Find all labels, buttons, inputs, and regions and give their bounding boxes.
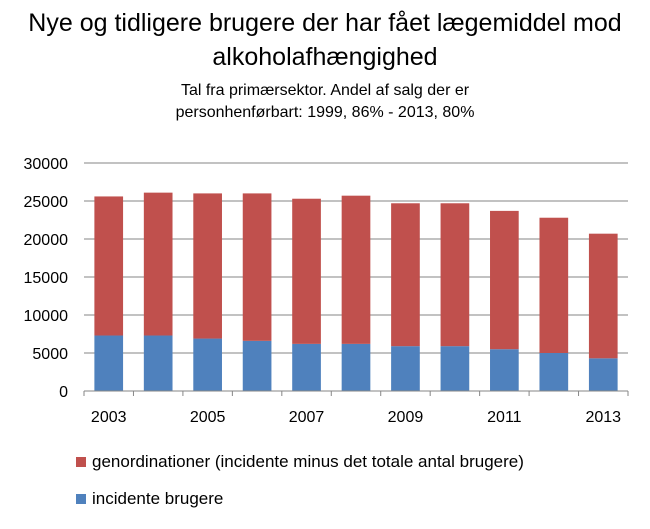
chart-subtitle: Tal fra primærsektor. Andel af salg der … <box>0 80 650 124</box>
bar-incidente-2003 <box>94 335 124 391</box>
chart-subtitle-line-2: personhenførbart: 1999, 86% - 2013, 80% <box>175 104 475 121</box>
bar-genordinationer-2005 <box>193 193 222 339</box>
bar-genordinationer-2010 <box>440 203 470 347</box>
bar-genordinationer-2009 <box>391 203 420 347</box>
legend-swatch-genordinationer <box>76 457 86 467</box>
x-tick-label-2009: 2009 <box>388 409 424 426</box>
x-tick-label-2011: 2011 <box>487 409 522 426</box>
bar-genordinationer-2006 <box>242 193 272 341</box>
bars <box>94 192 618 391</box>
bar-genordinationer-2011 <box>490 210 519 350</box>
y-tick-label-10000: 10000 <box>24 308 69 325</box>
bar-incidente-2006 <box>242 340 272 391</box>
chart-title: Nye og tidligere brugere der har fået læ… <box>28 9 622 71</box>
y-tick-label-25000: 25000 <box>24 194 69 211</box>
bar-incidente-2011 <box>490 349 519 391</box>
y-tick-label-20000: 20000 <box>24 232 69 249</box>
bar-genordinationer-2004 <box>143 192 173 336</box>
bar-incidente-2010 <box>440 346 470 391</box>
legend-swatch-incidente <box>76 494 86 504</box>
x-tick-label-2003: 2003 <box>91 409 127 426</box>
bar-genordinationer-2003 <box>94 196 124 336</box>
stacked-bar-chart: 0 5000 10000 15000 20000 25000 30000 2003 2005 20… <box>24 156 629 426</box>
legend-item-incidente: incidente brugere <box>76 489 223 509</box>
bar-incidente-2007 <box>292 343 321 391</box>
chart-subtitle-line-1: Tal fra primærsektor. Andel af salg der … <box>180 82 470 99</box>
y-tick-label-5000: 5000 <box>32 346 68 363</box>
bar-incidente-2013 <box>588 358 618 391</box>
bar-genordinationer-2007 <box>292 198 321 344</box>
y-tick-label-30000: 30000 <box>24 156 69 173</box>
x-tick-label-2007: 2007 <box>289 409 325 426</box>
legend-label-genordinationer: genordinationer (incidente minus det tot… <box>92 452 524 471</box>
y-tick-label-15000: 15000 <box>24 270 69 287</box>
bar-incidente-2009 <box>391 346 420 391</box>
bar-genordinationer-2008 <box>341 195 371 344</box>
axes: 0 5000 10000 15000 20000 25000 30000 2003 2005 20… <box>24 156 629 426</box>
bar-incidente-2004 <box>143 335 173 391</box>
y-tick-label-0: 0 <box>59 384 68 401</box>
bar-incidente-2005 <box>193 338 222 391</box>
legend-label-incidente: incidente brugere <box>92 489 224 508</box>
legend-item-genordinationer: genordinationer (incidente minus det tot… <box>76 452 524 472</box>
x-tick-label-2005: 2005 <box>190 409 226 426</box>
bar-genordinationer-2013 <box>588 233 618 359</box>
x-tick-label-2013: 2013 <box>585 409 621 426</box>
bar-incidente-2008 <box>341 343 371 391</box>
bar-genordinationer-2012 <box>539 217 569 353</box>
bar-incidente-2012 <box>539 353 569 391</box>
